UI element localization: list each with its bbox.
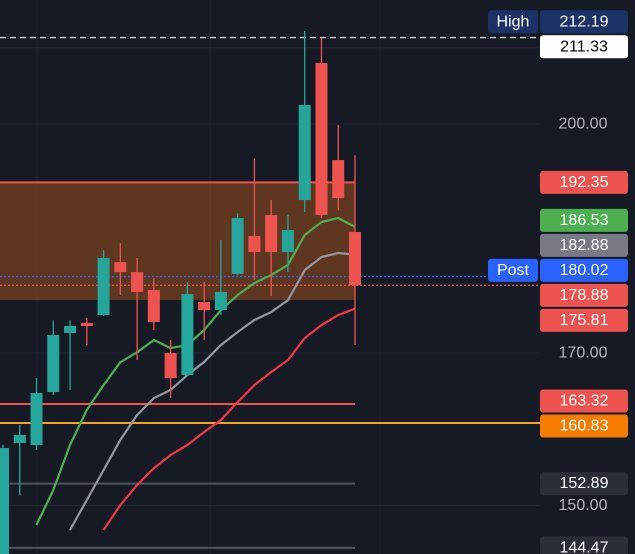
ma-line: [102, 307, 356, 531]
candle-body: [265, 215, 278, 253]
candle-body: [30, 393, 43, 446]
price-label-box: [540, 35, 628, 59]
candle-body: [298, 105, 311, 201]
price-label: 160.83: [560, 418, 609, 435]
price-label: 211.33: [560, 38, 608, 55]
candle-body: [214, 291, 227, 311]
candle-body: [349, 232, 361, 286]
price-label: 182.88: [560, 237, 609, 254]
price-label: 212.19: [560, 13, 609, 30]
ma-line: [69, 251, 356, 531]
candle-body: [147, 290, 160, 323]
candle-body: [315, 63, 328, 216]
candle-body: [332, 160, 345, 199]
price-label: 152.89: [560, 475, 609, 492]
price-label-box: [540, 536, 628, 554]
price-label-box: [540, 170, 628, 194]
price-label-box: [540, 233, 628, 257]
price-tag-box: [488, 258, 538, 282]
y-tick-label: 200.00: [559, 116, 608, 133]
price-tag: Post: [497, 262, 530, 279]
price-tag-box: [488, 10, 538, 34]
price-label: 180.02: [560, 262, 609, 279]
levels-layer: [0, 36, 540, 549]
zone-layer: [0, 182, 355, 301]
price-label-box: [540, 414, 628, 438]
price-label-box: [540, 389, 628, 413]
candle-body: [248, 236, 261, 253]
candle-body: [164, 353, 177, 379]
price-label-box: [540, 208, 628, 232]
candles-layer: [0, 30, 361, 554]
candle-body: [64, 326, 77, 334]
price-label: 192.35: [560, 174, 609, 191]
labels-layer: 212.19 High 211.33 192.35 186.53 182.88 180.02…: [488, 10, 628, 554]
candle-body: [13, 435, 26, 444]
y-tick-label: 170.00: [559, 345, 608, 362]
price-label: 144.47: [560, 539, 609, 554]
price-label: 175.81: [560, 312, 609, 329]
y-tick-label: 150.00: [559, 497, 608, 514]
candle-body: [114, 262, 127, 273]
price-label-box: [540, 308, 628, 332]
candle-body: [80, 323, 93, 327]
candle-body: [181, 294, 194, 376]
lines-layer: [35, 216, 356, 531]
grid: [0, 47, 540, 507]
price-label-box: [540, 283, 628, 307]
price-label: 186.53: [560, 212, 609, 229]
price-tag: High: [497, 13, 530, 30]
candle-body: [97, 257, 110, 316]
ma-line: [35, 216, 356, 526]
price-label-box: [540, 258, 628, 282]
zone-box: [0, 182, 355, 301]
candle-body: [0, 448, 9, 554]
candle-body: [281, 230, 294, 253]
candle-body: [131, 272, 144, 292]
price-label-box: [540, 10, 628, 34]
price-label-box: [540, 472, 628, 496]
price-label: 178.88: [560, 287, 609, 304]
price-label: 163.32: [560, 393, 609, 410]
candle-body: [198, 302, 211, 311]
candle-body: [231, 218, 244, 275]
candle-body: [47, 335, 60, 393]
